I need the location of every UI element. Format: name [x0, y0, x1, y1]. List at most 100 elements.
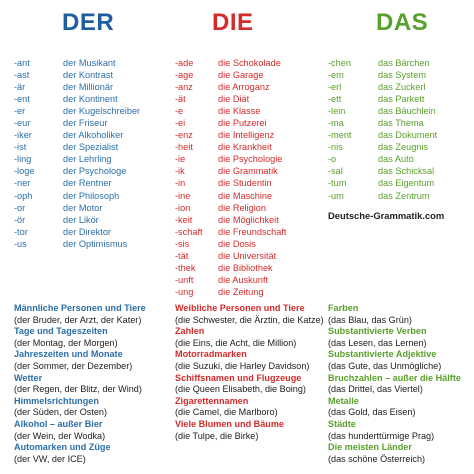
- die-suffix: -ei: [175, 118, 186, 129]
- die-suffix-list: -ade -age -anz -ät -e -ei -enz -heit -ie…: [175, 57, 203, 298]
- das-suffix: -ment: [328, 130, 352, 141]
- category-examples: (das Gute, das Unmögliche): [328, 360, 442, 371]
- die-example: die Auskunft: [218, 274, 269, 285]
- der-suffix: -ent: [14, 94, 30, 105]
- category-title: Männliche Personen und Tiere: [14, 303, 146, 313]
- das-suffix: -em: [328, 70, 344, 81]
- category-examples: (die Eins, die Acht, die Million): [175, 337, 297, 348]
- die-example: die Arroganz: [218, 82, 270, 93]
- category-examples: (der Sommer, der Dezember): [14, 360, 133, 371]
- category-title: Automarken und Züge: [14, 442, 111, 453]
- die-suffix: -thek: [175, 262, 196, 273]
- der-example: der Direktor: [63, 226, 111, 237]
- das-suffix: -o: [328, 154, 337, 165]
- category-examples: (der Bruder, der Arzt, der Kater): [14, 314, 142, 325]
- source-link[interactable]: Deutsche-Grammatik.com: [328, 210, 445, 221]
- das-example: das Eigentum: [378, 178, 435, 189]
- die-example: die Möglichkeit: [218, 214, 279, 225]
- die-example: die Krankheit: [218, 142, 272, 153]
- der-example: der Likör: [63, 214, 99, 225]
- category-examples: (der Süden, der Osten): [14, 407, 108, 418]
- category-examples: (das Lesen, das Lernen): [328, 337, 427, 348]
- category-title: Metalle: [328, 395, 359, 406]
- category-title: Wetter: [14, 372, 43, 383]
- category-title: Himmelsrichtungen: [14, 395, 99, 406]
- der-suffix: -ör: [14, 214, 26, 225]
- die-suffix: -in: [175, 178, 186, 189]
- category-examples: (die Queen Elisabeth, die Boing): [175, 384, 306, 395]
- category-title: Die meisten Länder: [328, 442, 412, 453]
- category-examples: (die Suzuki, die Harley Davidson): [175, 360, 310, 371]
- das-example: das System: [378, 70, 426, 81]
- die-example: die Schokolade: [218, 58, 281, 68]
- die-category-list: Weibliche Personen und Tiere (die Schwes…: [175, 303, 324, 442]
- category-title: Städte: [328, 418, 356, 429]
- die-suffix: -enz: [175, 130, 193, 141]
- das-example: das Zuckerl: [378, 82, 426, 93]
- der-suffix: -loge: [14, 166, 35, 177]
- category-examples: (der VW, der ICE): [14, 453, 86, 464]
- die-suffix: -ion: [175, 202, 191, 213]
- category-title: Farben: [328, 303, 359, 313]
- die-suffix: -ät: [175, 94, 186, 105]
- die-example: die Bibliothek: [218, 262, 273, 273]
- category-title: Zigarettennamen: [175, 395, 249, 406]
- category-examples: (das hunderttürmige Prag): [328, 430, 435, 441]
- der-example: der Spezialist: [63, 142, 119, 153]
- der-example: der Lehrling: [63, 154, 112, 165]
- die-suffix: -anz: [175, 82, 193, 93]
- die-heading: DIE: [212, 9, 254, 36]
- der-example: der Kontrast: [63, 70, 114, 81]
- der-suffix-list: -ant -ast -är -ent -er -eur -iker -ist -…: [14, 57, 34, 250]
- das-example: das Zeugnis: [378, 142, 429, 153]
- category-title: Zahlen: [175, 326, 205, 337]
- das-example: das Thema: [378, 118, 424, 129]
- das-example: das Auto: [378, 154, 414, 165]
- der-suffix: -ast: [14, 70, 30, 81]
- category-title: Viele Blumen und Bäume: [175, 418, 284, 429]
- der-example: der Philosoph: [63, 190, 120, 201]
- die-example: die Klasse: [218, 106, 261, 117]
- category-examples: (die Schwester, die Ärztin, die Katze): [175, 314, 324, 325]
- die-suffix: -ik: [175, 166, 185, 177]
- category-title: Substantivierte Verben: [328, 326, 427, 337]
- die-suffix: -tät: [175, 250, 189, 261]
- der-suffix: -ant: [14, 58, 30, 68]
- die-example: die Maschine: [218, 190, 273, 201]
- die-example: die Universität: [218, 250, 277, 261]
- der-suffix: -er: [14, 106, 26, 117]
- die-suffix: -keit: [175, 214, 193, 225]
- die-example: die Dosis: [218, 238, 256, 249]
- der-suffix: -eur: [14, 118, 31, 129]
- category-examples: (das Blau, das Grün): [328, 314, 412, 325]
- das-heading: DAS: [376, 9, 429, 36]
- category-title: Motorradmarken: [175, 349, 247, 360]
- das-example: das Dokument: [378, 130, 438, 141]
- der-suffix: -ling: [14, 154, 32, 165]
- category-examples: (das schöne Österreich): [328, 453, 426, 464]
- der-example: der Rentner: [63, 178, 112, 189]
- category-title: Bruchzahlen – außer die Hälfte: [328, 372, 461, 383]
- die-suffix: -ade: [175, 58, 194, 68]
- der-suffix: -oph: [14, 190, 33, 201]
- der-heading: DER: [62, 9, 115, 36]
- category-title: Alkohol – außer Bier: [14, 418, 103, 429]
- die-suffix: -e: [175, 106, 184, 117]
- die-example: die Studentin: [218, 178, 272, 189]
- die-example: die Psychologie: [218, 154, 283, 165]
- das-example: das Zentrum: [378, 190, 430, 201]
- der-suffix: -ner: [14, 178, 31, 189]
- die-suffix: -age: [175, 70, 194, 81]
- die-suffix: -unft: [175, 274, 194, 285]
- das-example: das Schicksal: [378, 166, 435, 177]
- das-suffix: -erl: [328, 82, 342, 93]
- category-examples: (der Regen, der Blitz, der Wind): [14, 384, 142, 395]
- das-suffix-list: -chen -em -erl -ett -lein -ma -ment -nis…: [328, 57, 352, 202]
- category-examples: (die Tulpe, die Birke): [175, 430, 259, 441]
- die-suffix: -schaft: [175, 226, 203, 237]
- das-suffix: -um: [328, 190, 344, 201]
- der-suffix: -ist: [14, 142, 27, 153]
- der-suffix: -är: [14, 82, 26, 93]
- der-example: der Musikant: [63, 58, 116, 68]
